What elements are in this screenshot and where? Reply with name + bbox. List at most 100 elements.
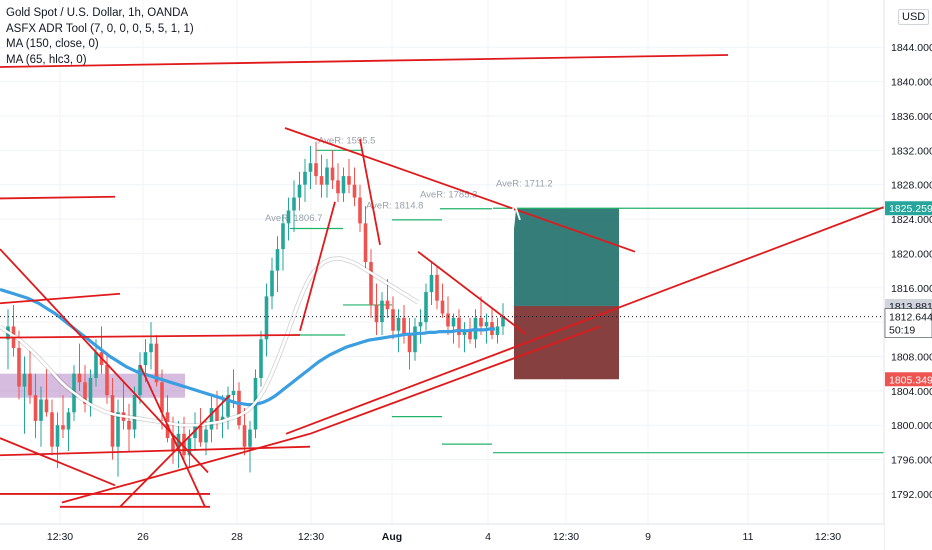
- candle-body: [336, 180, 340, 194]
- trend-line: [299, 201, 336, 331]
- candle-body: [209, 408, 214, 430]
- y-tick-label: 1804.000: [891, 386, 932, 398]
- candle-body: [132, 395, 137, 430]
- candle-body: [484, 322, 489, 327]
- candle-body: [138, 365, 142, 396]
- candle-body: [110, 395, 115, 447]
- y-tick-label: 1844.000: [891, 42, 932, 54]
- y-tick-label: 1836.000: [891, 111, 932, 123]
- current-price-tag: 1812.644: [889, 312, 932, 324]
- candle-body: [407, 335, 412, 353]
- candle-body: [242, 425, 247, 447]
- candle-body: [396, 317, 401, 331]
- trend-line: [285, 206, 885, 435]
- candle-body: [182, 433, 186, 456]
- trend-line: [139, 364, 206, 508]
- symbol-title[interactable]: Gold Spot / U.S. Dollar, 1h, OANDA: [6, 7, 189, 19]
- trend-line: [0, 195, 116, 200]
- candle-body: [495, 326, 500, 336]
- candle-body: [231, 390, 236, 396]
- candle-body: [127, 420, 131, 430]
- candle-body: [413, 326, 417, 353]
- candle-body: [154, 343, 159, 383]
- candle-body: [270, 270, 274, 297]
- candle-body: [352, 184, 357, 198]
- candle-body: [308, 163, 313, 172]
- projection-arrow: [502, 210, 516, 304]
- candle-body: [281, 223, 285, 250]
- candle-body: [297, 184, 302, 198]
- adr-label: AveR: 1785.3: [420, 190, 477, 201]
- y-tick-label: 1816.000: [891, 283, 932, 295]
- indicator-ma150[interactable]: MA (150, close, 0): [6, 38, 99, 50]
- trend-line: [0, 292, 121, 305]
- y-tick-label: 1808.000: [891, 351, 932, 363]
- candle-body: [303, 171, 307, 185]
- candle-body: [198, 425, 203, 443]
- candle-body: [66, 412, 71, 430]
- target-zone: [514, 208, 619, 306]
- stop-zone: [514, 305, 619, 380]
- stop-price-tag-bg: [885, 372, 932, 387]
- candle-body: [347, 176, 351, 185]
- x-tick-label: 26: [137, 531, 149, 543]
- time-axis: [0, 524, 884, 550]
- target-price-tag: 1825.259: [889, 203, 932, 215]
- candle-body: [391, 309, 395, 331]
- trend-line: [0, 54, 729, 68]
- candle-body: [501, 316, 505, 327]
- candle-body: [17, 347, 21, 387]
- candle-body: [94, 352, 98, 378]
- candle-body: [28, 373, 32, 396]
- candle-body: [462, 330, 467, 336]
- y-tick-label: 1840.000: [891, 77, 932, 89]
- x-tick-label: Aug: [382, 531, 402, 543]
- target-price-tag-bg: [885, 201, 932, 216]
- ma65-line: [0, 257, 419, 427]
- candle-body: [418, 322, 423, 327]
- indicator-ma65[interactable]: MA (65, hlc3, 0): [6, 53, 87, 66]
- candle-body: [149, 343, 153, 353]
- stop-price-tag: 1805.349: [889, 374, 932, 386]
- candle-body: [176, 433, 181, 451]
- candle-body: [451, 317, 456, 327]
- adr-label: AveR: 1814.8: [366, 201, 423, 212]
- candle-body: [275, 249, 280, 271]
- candle-body: [479, 317, 483, 327]
- candle-body: [380, 300, 384, 323]
- trend-line: [61, 432, 311, 504]
- adr-label: AveR: 1595.5: [318, 135, 375, 146]
- candle-body: [77, 373, 82, 383]
- candle-body: [402, 317, 406, 336]
- candle-body: [424, 292, 428, 323]
- trend-line: [284, 127, 636, 253]
- y-tick-label: 1824.000: [891, 214, 932, 226]
- candle-body: [160, 382, 164, 413]
- candle-body: [220, 416, 225, 421]
- currency-label[interactable]: USD: [898, 9, 930, 25]
- candle-body: [325, 167, 329, 185]
- candle-body: [105, 365, 109, 396]
- trend-line: [0, 334, 301, 339]
- countdown-tag: 50:19: [889, 325, 915, 337]
- candle-body: [187, 438, 192, 456]
- candle-body: [457, 317, 461, 336]
- candle-body: [55, 425, 60, 447]
- candle-body: [116, 412, 120, 447]
- trend-line: [417, 250, 527, 335]
- x-tick-label: 12:30: [815, 531, 841, 543]
- candle-body: [363, 223, 368, 262]
- candle-body: [61, 425, 65, 430]
- trend-line: [119, 394, 231, 508]
- y-tick-label: 1820.000: [891, 248, 932, 260]
- arrow-head: [507, 203, 521, 221]
- x-tick-label: 28: [231, 531, 243, 543]
- candle-body: [286, 210, 291, 224]
- candle-body: [33, 395, 38, 421]
- indicator-adr[interactable]: ASFX ADR Tool (7, 0, 0, 0, 5, 5, 1, 1): [6, 22, 194, 35]
- x-tick-label: 12:30: [298, 531, 324, 543]
- x-tick-label: 11: [743, 531, 754, 543]
- candle-body: [468, 330, 472, 340]
